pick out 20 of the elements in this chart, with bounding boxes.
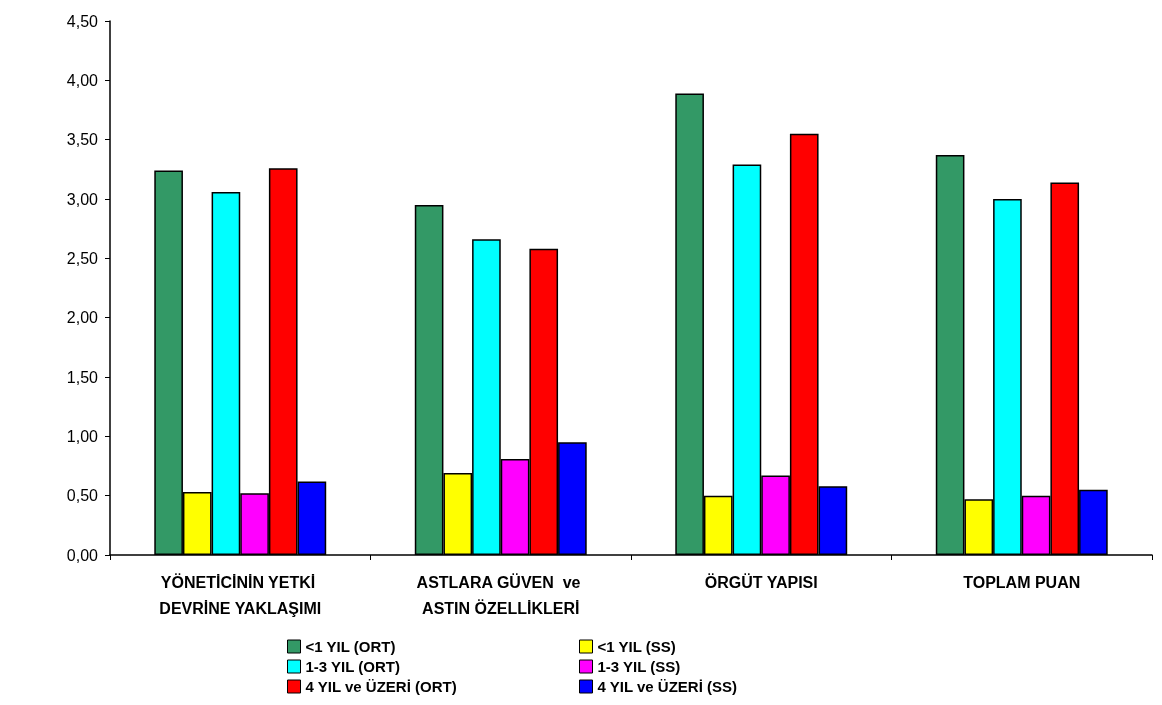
y-tick-label: 1,50 bbox=[66, 368, 99, 386]
y-tick-label: 0,00 bbox=[66, 546, 99, 564]
y-tick-label: 3,50 bbox=[66, 131, 99, 149]
x-tick-label: TOPLAM PUAN bbox=[963, 573, 1081, 591]
legend-label: <1 YIL (ORT) bbox=[305, 638, 396, 655]
y-tick-label: 4,00 bbox=[66, 71, 99, 89]
y-tick-label: 1,00 bbox=[66, 427, 99, 445]
y-tick-label: 4,50 bbox=[66, 12, 99, 30]
y-tick-label: 0,50 bbox=[66, 487, 99, 505]
legend-label: 1-3 YIL (ORT) bbox=[305, 658, 400, 675]
y-tick-label: 3,00 bbox=[66, 190, 99, 208]
legend-label: 4 YIL ve ÜZERİ (SS) bbox=[597, 678, 737, 695]
legend-label: <1 YIL (SS) bbox=[597, 638, 676, 655]
y-tick-label: 2,00 bbox=[66, 309, 99, 327]
x-tick-label: YÖNETİCİNİN YETKİ DEVRİNE YAKLAŞIMI bbox=[159, 572, 322, 617]
x-tick-label: ASTLARA GÜVEN ve ASTIN ÖZELLİKLERİ bbox=[416, 572, 585, 617]
x-tick-label: ÖRGÜT YAPISI bbox=[704, 572, 818, 591]
legend-label: 4 YIL ve ÜZERİ (ORT) bbox=[305, 678, 457, 695]
legend-label: 1-3 YIL (SS) bbox=[597, 658, 681, 675]
y-tick-label: 2,50 bbox=[66, 249, 99, 267]
